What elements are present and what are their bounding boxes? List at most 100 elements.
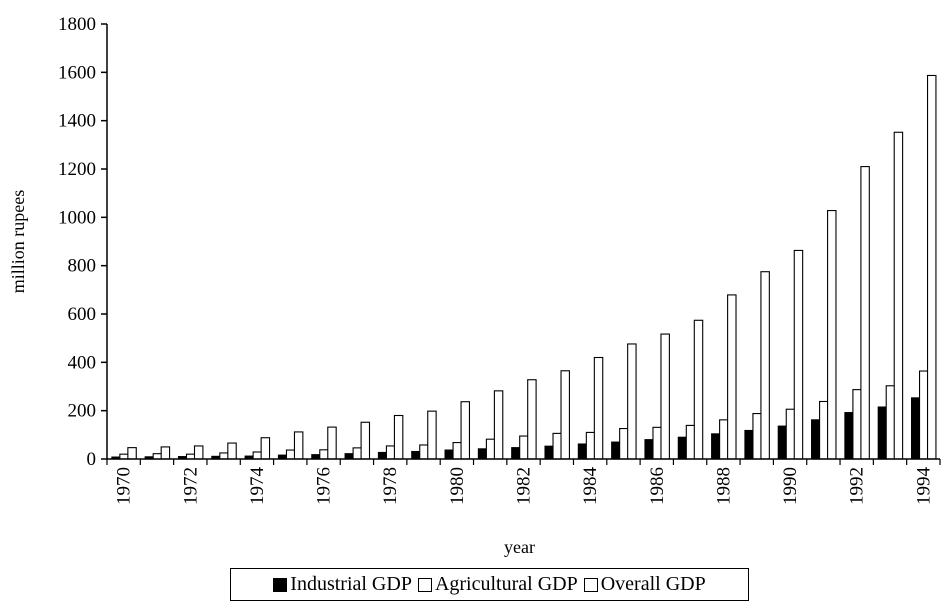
legend-swatch-overall [583,577,598,592]
bar-industrial-1992 [844,412,854,460]
y-tick-label: 1600 [58,62,96,83]
bar-overall-1988 [727,294,737,460]
bar-industrial-1985 [611,441,621,460]
bar-agricultural-1977 [352,447,363,460]
bar-industrial-1980 [444,449,455,460]
x-tick-label: 1974 [247,467,268,506]
bar-group [111,74,937,460]
bar-agricultural-1981 [485,438,496,460]
bar-agricultural-1991 [819,400,829,460]
bar-overall-1972 [193,445,204,460]
x-tick-label: 1988 [713,467,734,505]
x-tick-label: 1986 [647,467,668,505]
bar-industrial-1989 [744,429,754,460]
y-tick-label: 1800 [58,14,96,35]
bar-agricultural-1987 [685,424,696,460]
y-tick-label: 1400 [58,111,96,132]
bar-overall-1986 [660,333,670,460]
bar-agricultural-1979 [419,444,429,460]
y-tick-label: 1200 [58,159,96,180]
bar-overall-1970 [127,447,137,460]
bar-overall-1974 [260,437,271,460]
y-tick-label: 400 [68,352,97,373]
bar-overall-1989 [760,271,770,460]
y-tick-label: 0 [87,449,97,470]
bar-agricultural-1992 [852,389,862,460]
legend-item-industrial: Industrial GDP [273,573,412,596]
y-tick-label: 200 [68,401,97,422]
bar-agricultural-1978 [385,445,396,460]
y-axis-ticks: 0 200 400 600 800 1000 1200 1400 1600 1800 [58,14,107,470]
bar-agricultural-1989 [752,413,762,460]
bar-industrial-1993 [877,406,888,460]
bar-overall-1992 [860,166,870,460]
x-tick-label: 1976 [314,467,335,505]
bar-agricultural-1975 [285,449,296,460]
bar-agricultural-1971 [152,453,163,460]
x-tick-label: 1972 [180,467,201,505]
bar-overall-1994 [926,74,937,460]
bar-agricultural-1994 [918,370,929,460]
bar-industrial-1981 [477,448,488,460]
bar-industrial-1979 [411,450,421,460]
legend-label-overall: Overall GDP [600,573,706,595]
bar-industrial-1990 [777,425,788,460]
bar-overall-1981 [493,390,504,460]
bar-agricultural-1976 [319,449,329,460]
legend: Industrial GDP Agricultural GDP Overall … [230,568,749,601]
legend-label-industrial: Industrial GDP [290,573,412,595]
bar-overall-1971 [160,446,171,460]
bar-overall-1990 [793,249,804,460]
bar-agricultural-1993 [885,385,896,460]
bar-agricultural-1985 [619,427,629,460]
y-tick-label: 800 [68,256,97,277]
x-tick-label: 1990 [780,467,801,505]
y-axis-title: million rupees [8,190,28,293]
x-tick-label: 1994 [913,467,934,506]
x-axis-title: year [504,537,535,557]
bar-overall-1985 [627,343,637,460]
bar-industrial-1983 [544,445,554,460]
x-tick-label: 1970 [114,467,135,505]
bar-industrial-1982 [511,447,521,460]
x-tick-label: 1984 [580,467,601,506]
bar-overall-1977 [360,421,371,460]
legend-label-agricultural: Agricultural GDP [434,573,578,595]
y-tick-label: 600 [68,304,97,325]
legend-swatch-agricultural [417,577,432,592]
bar-agricultural-1988 [719,419,729,460]
bar-industrial-1988 [711,433,721,460]
bar-industrial-1987 [677,436,688,460]
bar-industrial-1991 [811,419,821,460]
x-tick-label: 1982 [514,467,535,505]
bar-overall-1982 [527,379,537,460]
bar-agricultural-1990 [785,408,796,460]
bar-industrial-1978 [377,451,388,460]
bar-agricultural-1983 [552,432,562,460]
bar-overall-1978 [393,414,404,460]
bar-overall-1993 [893,131,904,460]
bar-overall-1975 [293,431,304,460]
legend-item-overall: Overall GDP [583,573,706,596]
legend-item-agricultural: Agricultural GDP [417,573,578,596]
bar-overall-1991 [827,210,837,460]
bar-agricultural-1974 [252,451,263,460]
bar-overall-1976 [327,426,337,460]
bar-industrial-1977 [344,453,355,460]
x-tick-label: 1978 [380,467,401,505]
bar-overall-1983 [560,370,570,460]
bar-agricultural-1973 [219,452,229,460]
bar-overall-1979 [427,410,437,460]
x-axis-ticks: 1970 1972 1974 1976 1978 1980 1982 1984 1986 1988… [106,459,941,506]
bar-overall-1980 [460,401,471,460]
bar-agricultural-1986 [652,426,662,460]
bar-industrial-1994 [910,397,921,460]
bar-overall-1987 [693,319,704,460]
bar-industrial-1986 [644,439,654,460]
bar-industrial-1984 [577,443,588,460]
y-tick-label: 1000 [58,207,96,228]
bar-overall-1973 [227,442,237,460]
x-tick-label: 1980 [447,467,468,505]
bar-agricultural-1982 [519,435,529,460]
